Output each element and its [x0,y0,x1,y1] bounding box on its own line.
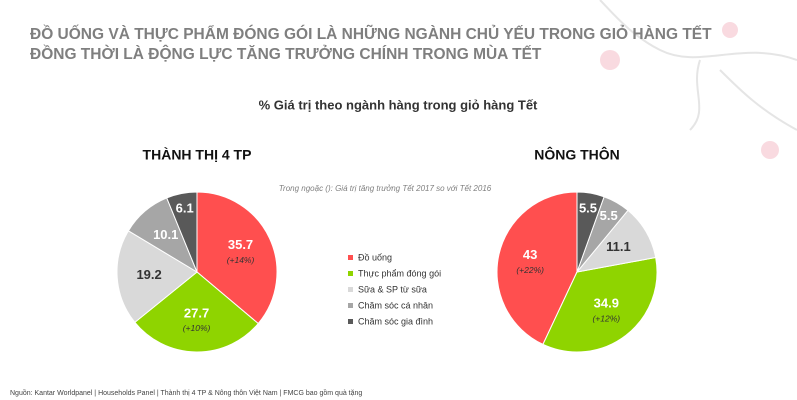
legend: Đồ uống Thực phẩm đóng gói Sữa & SP từ sữa… [348,252,441,326]
slice-label: 6.1 [176,201,194,216]
pie-slice [496,191,578,346]
legend-label: Đồ uống [358,252,392,262]
pie-slice [196,191,278,325]
title-line: ĐỒNG THỜI LÀ ĐỘNG LỰC TĂNG TRƯỞNG CHÍNH … [30,45,542,63]
legend-label: Chăm sóc cá nhân [358,300,433,310]
slice-label: 34.9 [594,295,619,310]
legend-swatch [348,303,353,308]
slice-label: 35.7 [228,237,253,252]
legend-label: Chăm sóc gia đình [358,316,433,326]
legend-swatch [348,255,353,260]
legend-swatch [348,271,353,276]
pie-slice [542,256,658,353]
title-line: ĐỒ UỐNG VÀ THỰC PHẨM ĐÓNG GÓI LÀ NHỮNG N… [30,25,712,43]
pie-slice [166,191,198,273]
pie-slice [134,271,259,353]
legend-label: Sữa & SP từ sữa [358,284,427,294]
pie-slice [116,230,198,324]
blossoms [600,22,779,159]
slice-label: 43 [523,247,537,262]
branch-decoration [599,0,797,131]
legend-label: Thực phẩm đóng gói [358,268,441,278]
growth-label: (+22%) [516,265,544,275]
legend-swatch [348,319,353,324]
source: Nguồn: Kantar Worldpanel | Households Pa… [10,388,362,397]
pie-slice [576,191,605,273]
note: Trong ngoặc (): Giá trị tăng trưởng Tết … [279,184,492,193]
subtitle: % Giá trị theo ngành hàng trong giỏ hàng… [259,97,538,112]
slice-label: 27.7 [184,305,209,320]
slice-label: 19.2 [136,267,161,282]
slice-label: 5.5 [600,208,618,223]
pie-title: NÔNG THÔN [534,146,620,163]
growth-label: (+12%) [592,313,620,323]
growth-label: (+10%) [183,323,211,333]
slice-label: 10.1 [153,227,178,242]
legend-swatch [348,287,353,292]
pie-title: THÀNH THỊ 4 TP [143,147,252,163]
slice-label: 5.5 [579,200,597,215]
slice-label: 11.1 [606,239,631,254]
growth-label: (+14%) [227,255,255,265]
